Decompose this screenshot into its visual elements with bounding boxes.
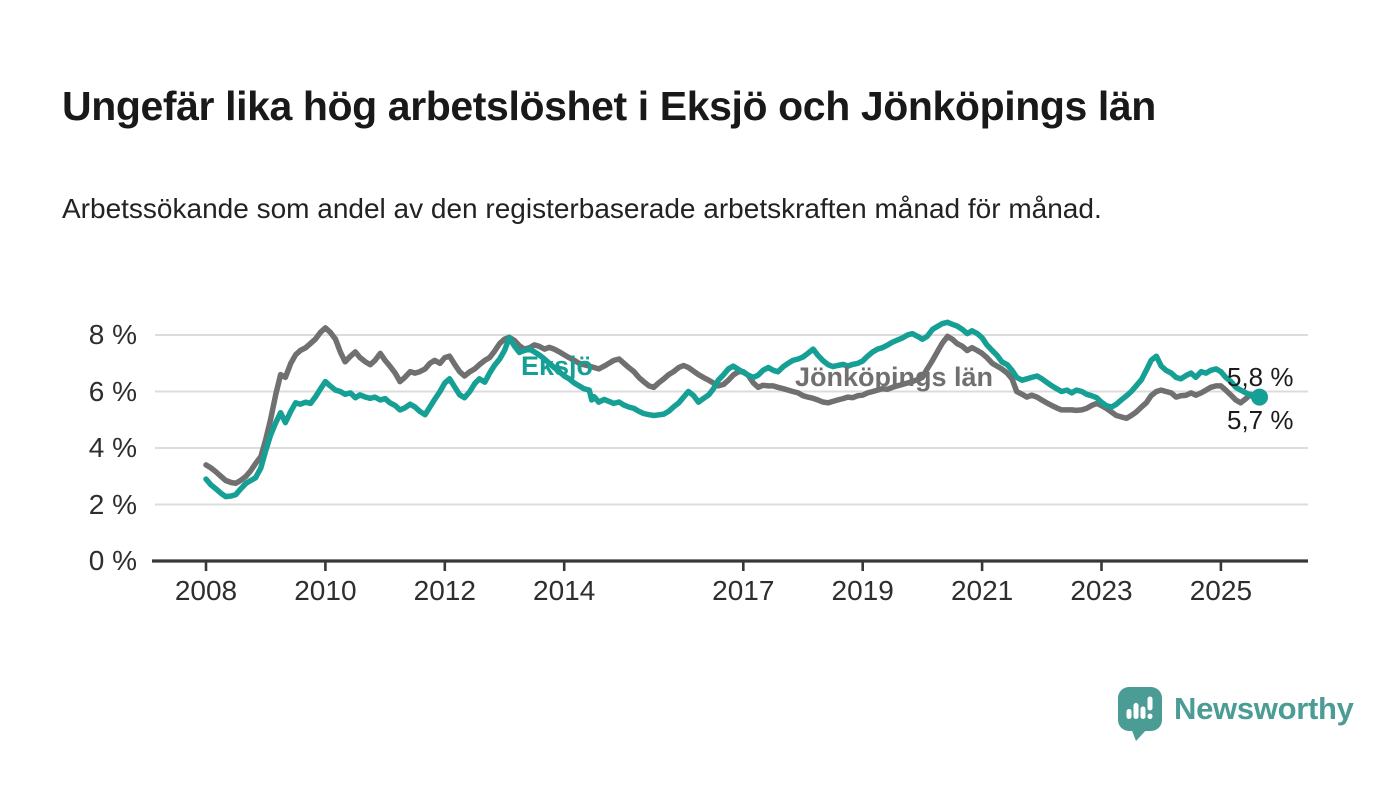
- y-tick-label: 8 %: [88, 319, 137, 350]
- x-tick-label: 2014: [533, 575, 596, 606]
- x-tick-label: 2008: [174, 575, 238, 606]
- end-value-label-eksjo: 5,8 %: [1227, 362, 1294, 392]
- end-marker-eksjo: [1251, 388, 1269, 406]
- x-tick-label: 2023: [1070, 575, 1133, 606]
- y-tick-label: 2 %: [88, 488, 137, 520]
- y-tick-label: 0 %: [88, 545, 137, 576]
- x-tick-label: 2021: [950, 575, 1014, 606]
- page-title: Ungefär lika hög arbetslöshet i Eksjö oc…: [62, 83, 1156, 130]
- x-tick-label: 2019: [831, 575, 894, 606]
- x-tick-label: 2010: [294, 575, 357, 606]
- line-eksjo: [203, 319, 1259, 500]
- x-tick-label: 2017: [712, 575, 775, 606]
- y-tick-label: 4 %: [88, 432, 137, 463]
- end-value-label-jonkopings-lan: 5,7 %: [1227, 405, 1294, 435]
- series-label-eksjo: Eksjö: [521, 351, 594, 381]
- line-jonkopings-lan: [203, 325, 1259, 487]
- newsworthy-logo-text: Newsworthy: [1174, 691, 1354, 726]
- y-tick-label: 6 %: [88, 375, 137, 407]
- x-tick-label: 2012: [413, 575, 476, 606]
- newsworthy-logo: Newsworthy: [1117, 686, 1354, 747]
- series-label-jonkopings-lan: Jönköpings län: [795, 362, 994, 392]
- x-tick-label: 2025: [1189, 575, 1253, 606]
- page-subtitle: Arbetssökande som andel av den registerb…: [62, 193, 1102, 224]
- newsworthy-logo-icon: [1117, 686, 1163, 747]
